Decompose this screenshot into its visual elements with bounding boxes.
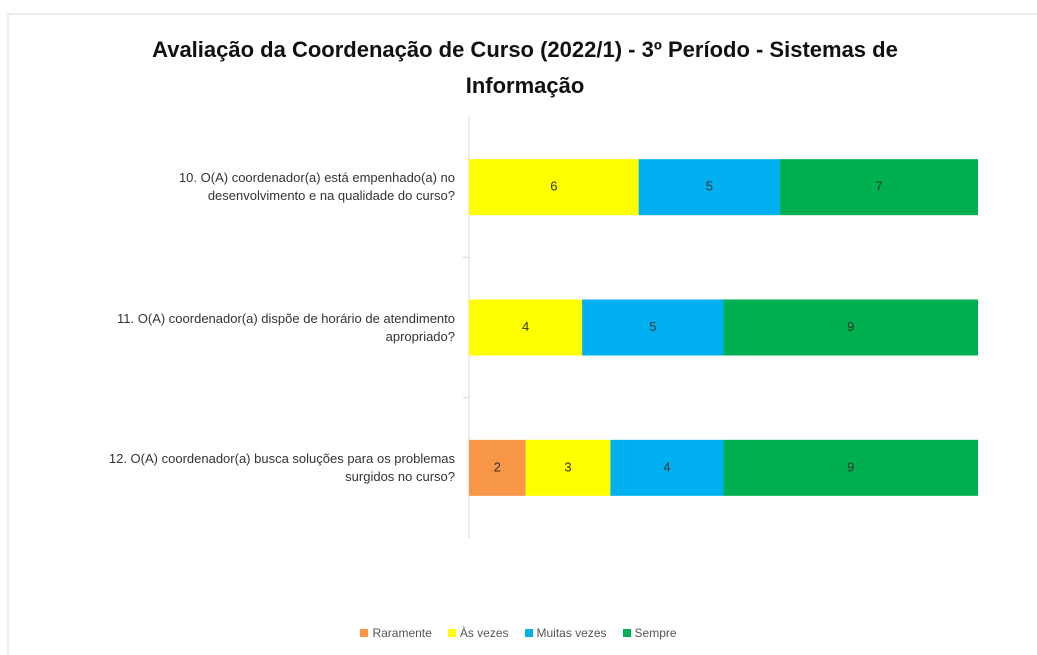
legend-swatch bbox=[360, 629, 369, 637]
legend-item: Às vezes bbox=[447, 626, 509, 640]
bar-segment bbox=[610, 439, 724, 496]
bar-segment bbox=[525, 439, 611, 496]
bar-segment bbox=[469, 299, 583, 356]
legend-swatch bbox=[524, 629, 533, 637]
category-label: 12. O(A) coordenador(a) busca soluções p… bbox=[108, 450, 455, 484]
data-label: 4 bbox=[663, 459, 670, 474]
legend-swatch bbox=[622, 629, 631, 637]
data-label: 7 bbox=[875, 179, 882, 194]
legend-label: Raramente bbox=[372, 626, 432, 640]
data-label: 5 bbox=[649, 319, 656, 334]
data-label: 6 bbox=[550, 179, 557, 194]
data-label: 3 bbox=[564, 459, 571, 474]
bar-segment bbox=[723, 299, 978, 356]
data-label: 5 bbox=[706, 179, 713, 194]
data-label: 4 bbox=[522, 319, 529, 334]
bar-segment bbox=[469, 439, 526, 496]
bar-segment bbox=[638, 159, 781, 216]
data-label: 9 bbox=[847, 459, 854, 474]
legend-item: Muitas vezes bbox=[524, 626, 607, 640]
bar-segment bbox=[723, 439, 978, 496]
legend: Raramente Às vezes Muitas vezes Sempre bbox=[0, 626, 1037, 640]
chart-border bbox=[7, 13, 1037, 655]
data-label: 9 bbox=[847, 319, 854, 334]
category-label: 11. O(A) coordenador(a) dispõe de horári… bbox=[117, 310, 455, 344]
bar-segment bbox=[469, 159, 639, 216]
category-label: 10. O(A) coordenador(a) está empenhado(a… bbox=[178, 170, 455, 204]
legend-item: Raramente bbox=[360, 626, 432, 640]
data-label: 2 bbox=[494, 459, 501, 474]
chart-title: Avaliação da Coordenação de Curso (2022/… bbox=[152, 37, 898, 98]
legend-label: Sempre bbox=[634, 626, 677, 640]
bar-segment bbox=[780, 159, 978, 216]
legend-swatch bbox=[447, 629, 456, 637]
legend-label: Às vezes bbox=[459, 626, 509, 640]
legend-label: Muitas vezes bbox=[536, 626, 607, 640]
bar-segment bbox=[582, 299, 724, 356]
legend-item: Sempre bbox=[622, 626, 677, 640]
